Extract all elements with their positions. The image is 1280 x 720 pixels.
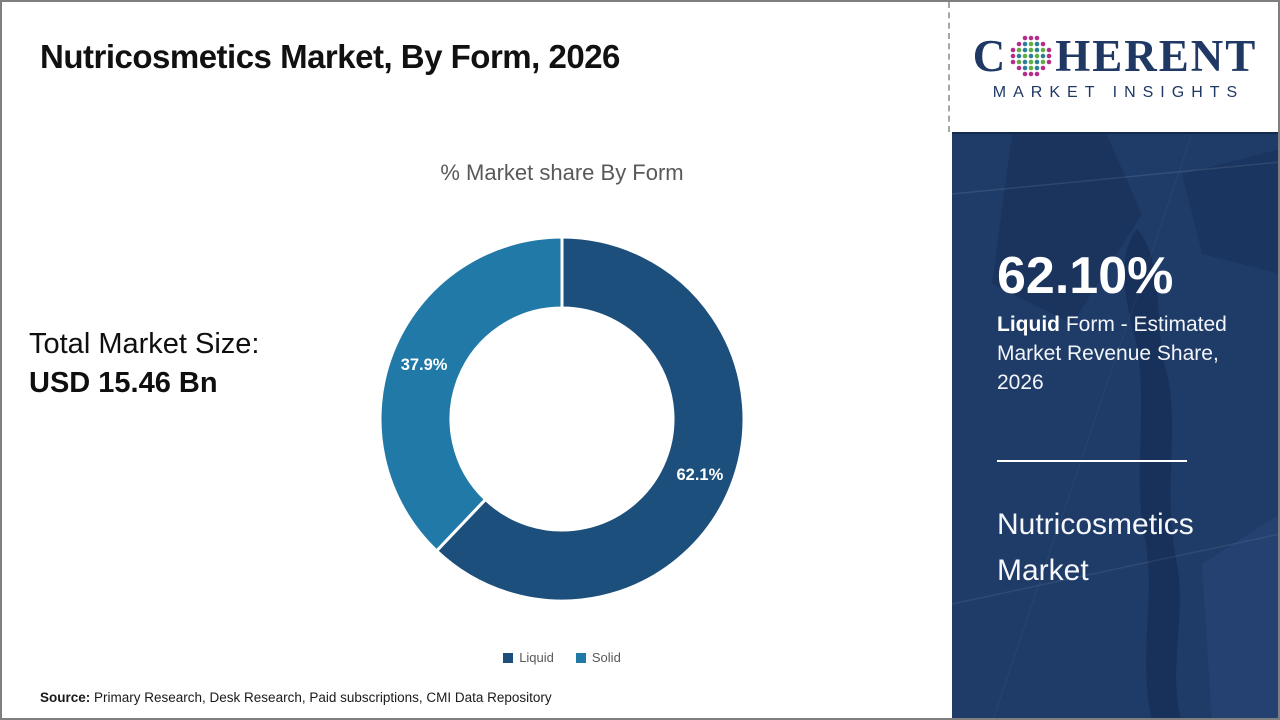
logo-area: C HERENT MARKET INSIGHTS	[948, 2, 1278, 132]
total-market-size: Total Market Size: USD 15.46 Bn	[29, 325, 259, 403]
donut-label-liquid: 62.1%	[677, 466, 724, 484]
source-note: Source: Primary Research, Desk Research,…	[40, 690, 552, 705]
stat-description-rest: Form - Estimated Market Revenue Share, 2…	[997, 313, 1227, 394]
total-market-size-value: USD 15.46 Bn	[29, 367, 218, 399]
sidebar-panel: 62.10% Liquid Form - Estimated Market Re…	[952, 132, 1278, 718]
right-sidebar: C HERENT MARKET INSIGHTS 62.10% Liquid F…	[948, 2, 1278, 718]
chart-legend: Liquid Solid	[332, 650, 792, 665]
donut-slice-liquid	[434, 235, 746, 603]
stat-description: Liquid Form - Estimated Market Revenue S…	[997, 310, 1249, 397]
donut-chart: 62.1% 37.9%	[378, 235, 746, 603]
logo-letters-rest: HERENT	[1055, 31, 1258, 81]
sidebar-market-name: Nutricosmetics Market	[997, 508, 1194, 587]
total-market-size-label: Total Market Size:	[29, 328, 260, 360]
legend-item-liquid: Liquid	[503, 650, 554, 665]
legend-item-solid: Solid	[575, 650, 621, 665]
chart-title: % Market share By Form	[440, 160, 684, 185]
donut-label-solid: 37.9%	[401, 356, 448, 374]
stat-highlight: Liquid	[997, 313, 1060, 336]
donut-slice-solid	[378, 235, 564, 554]
legend-label-solid: Solid	[591, 650, 621, 665]
logo-letter-c: C	[972, 31, 1008, 81]
sidebar-divider	[997, 460, 1187, 462]
coherent-logo: C HERENT	[973, 33, 1258, 81]
logo-tagline: MARKET INSIGHTS	[992, 83, 1245, 101]
source-text: Primary Research, Desk Research, Paid su…	[90, 690, 552, 705]
legend-swatch-solid	[575, 652, 586, 663]
world-map-texture	[952, 134, 1278, 718]
legend-label-liquid: Liquid	[519, 650, 554, 665]
page-title: Nutricosmetics Market, By Form, 2026	[40, 38, 620, 75]
source-label: Source:	[40, 690, 91, 705]
legend-swatch-liquid	[503, 652, 514, 663]
stat-value: 62.10%	[997, 247, 1174, 305]
dotted-globe-icon	[1010, 35, 1052, 76]
